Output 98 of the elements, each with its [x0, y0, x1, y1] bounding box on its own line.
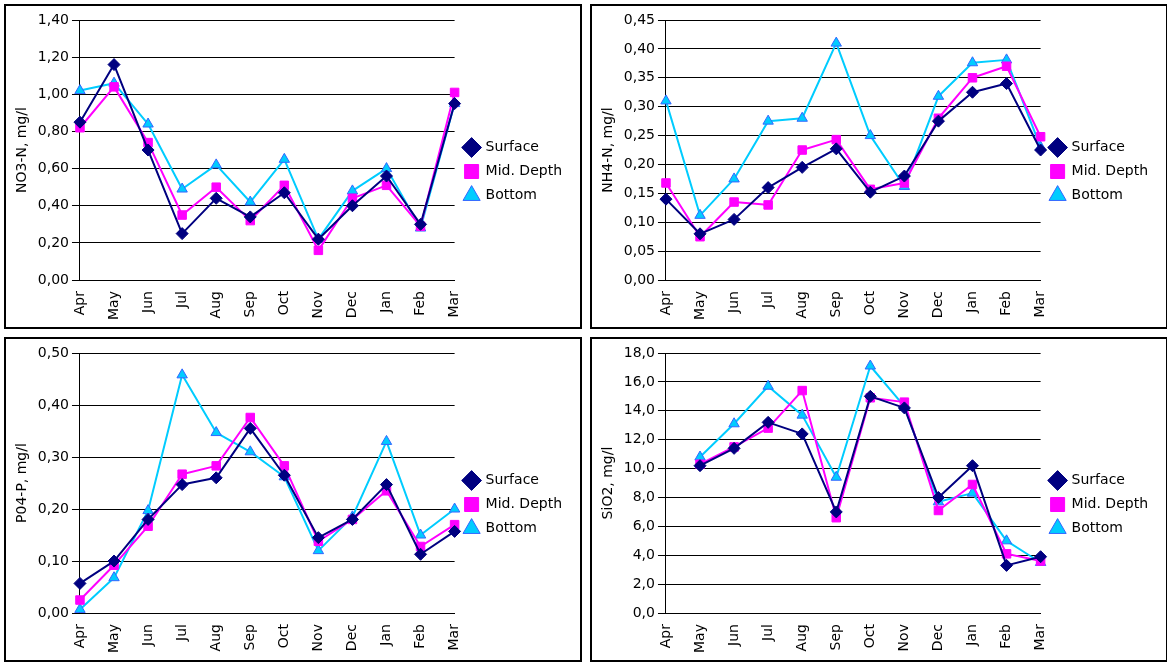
legend-label: Bottom [1071, 519, 1123, 536]
y-tick-label: 0,60 [37, 159, 69, 176]
y-axis-title: P04-P, mg/l [13, 443, 30, 523]
x-tick-label: May [690, 624, 707, 654]
x-tick-label: Nov [309, 291, 326, 319]
x-tick-label: Oct [860, 290, 877, 316]
y-tick-label: 10,0 [623, 459, 655, 476]
x-tick-label: Oct [860, 623, 877, 649]
y-tick-label: 1,00 [37, 84, 69, 101]
y-tick-label: 0,00 [37, 603, 69, 620]
legend-label: Surface [485, 138, 539, 155]
x-tick-label: Mar [445, 290, 462, 318]
y-tick-label: 0,80 [37, 122, 69, 139]
legend-label: Mid. Depth [485, 162, 563, 179]
x-tick-label: Jul [172, 624, 189, 642]
x-tick-label: Jan [963, 291, 980, 314]
y-tick-label: 0,35 [623, 68, 655, 85]
x-tick-label: Mar [1031, 290, 1048, 318]
x-tick-label: Dec [343, 291, 360, 319]
x-tick-label: Sep [826, 623, 843, 651]
y-tick-label: 18,0 [623, 343, 655, 360]
y-tick-label: 6,0 [632, 517, 655, 534]
x-tick-label: Sep [240, 623, 257, 651]
y-tick-label: 0,00 [623, 270, 655, 287]
y-tick-label: 0,40 [623, 39, 655, 56]
x-tick-label: Jul [758, 624, 775, 642]
x-tick-label: Jun [138, 291, 155, 314]
y-axis-title: SiO2, mg/l [599, 446, 616, 520]
y-tick-label: 0,30 [623, 97, 655, 114]
y-tick-label: 0,05 [623, 241, 655, 258]
y-tick-label: 0,40 [37, 395, 69, 412]
y-tick-label: 0,00 [37, 270, 69, 287]
legend-label: Bottom [1071, 186, 1123, 203]
legend-label: Surface [1071, 471, 1125, 488]
x-tick-label: Nov [895, 291, 912, 319]
y-tick-label: 0,30 [37, 447, 69, 464]
x-tick-label: Jan [377, 291, 394, 314]
x-tick-label: Nov [309, 624, 326, 652]
x-tick-label: Dec [929, 624, 946, 652]
x-tick-label: Dec [343, 624, 360, 652]
y-tick-label: 8,0 [632, 488, 655, 505]
legend-label: Mid. Depth [485, 495, 563, 512]
y-tick-label: 4,0 [632, 545, 655, 562]
x-tick-label: Aug [792, 291, 809, 319]
x-tick-label: Jan [963, 624, 980, 647]
x-tick-label: Jun [724, 291, 741, 314]
x-tick-label: Jul [758, 291, 775, 309]
y-tick-label: 0,15 [623, 184, 655, 201]
y-tick-label: 0,0 [632, 603, 655, 620]
x-tick-label: Oct [274, 290, 291, 316]
x-tick-label: Apr [70, 290, 87, 316]
x-tick-label: Jun [724, 624, 741, 647]
y-tick-label: 0,45 [623, 10, 655, 27]
legend-label: Mid. Depth [1071, 162, 1149, 179]
x-tick-label: Nov [895, 624, 912, 652]
legend-label: Surface [485, 471, 539, 488]
x-tick-label: Dec [929, 291, 946, 319]
x-tick-label: Feb [997, 290, 1014, 316]
x-tick-label: Apr [656, 623, 673, 649]
x-tick-label: Feb [997, 623, 1014, 649]
y-tick-label: 14,0 [623, 401, 655, 418]
x-tick-label: May [104, 291, 121, 321]
y-tick-label: 0,40 [37, 196, 69, 213]
x-tick-label: Aug [792, 624, 809, 652]
y-tick-label: 0,20 [623, 155, 655, 172]
legend-label: Bottom [485, 519, 537, 536]
x-tick-label: Jul [172, 291, 189, 309]
x-tick-label: May [104, 624, 121, 654]
legend-label: Surface [1071, 138, 1125, 155]
x-tick-label: Sep [826, 290, 843, 318]
y-tick-label: 1,40 [37, 10, 69, 27]
x-tick-label: Aug [206, 624, 223, 652]
x-tick-label: Mar [445, 623, 462, 651]
y-tick-label: 1,20 [37, 47, 69, 64]
x-tick-label: Oct [274, 623, 291, 649]
x-tick-label: Mar [1031, 623, 1048, 651]
x-tick-label: Feb [411, 623, 428, 649]
x-tick-label: Feb [411, 290, 428, 316]
y-tick-label: 0,50 [37, 343, 69, 360]
legend-label: Mid. Depth [1071, 495, 1149, 512]
y-tick-label: 0,25 [623, 126, 655, 143]
x-tick-label: Apr [70, 623, 87, 649]
x-tick-label: Jan [377, 624, 394, 647]
y-axis-title: NH4-N, mg/l [599, 107, 616, 193]
y-tick-label: 2,0 [632, 574, 655, 591]
y-tick-label: 0,10 [623, 212, 655, 229]
x-tick-label: Sep [240, 290, 257, 318]
y-tick-label: 12,0 [623, 430, 655, 447]
y-tick-label: 0,10 [37, 551, 69, 568]
x-tick-label: Jun [138, 624, 155, 647]
legend-label: Bottom [485, 186, 537, 203]
x-tick-label: Apr [656, 290, 673, 316]
y-tick-label: 0,20 [37, 233, 69, 250]
x-tick-label: May [690, 291, 707, 321]
y-axis-title: NO3-N, mg/l [13, 107, 30, 194]
y-tick-label: 16,0 [623, 372, 655, 389]
x-tick-label: Aug [206, 291, 223, 319]
y-tick-label: 0,20 [37, 499, 69, 516]
